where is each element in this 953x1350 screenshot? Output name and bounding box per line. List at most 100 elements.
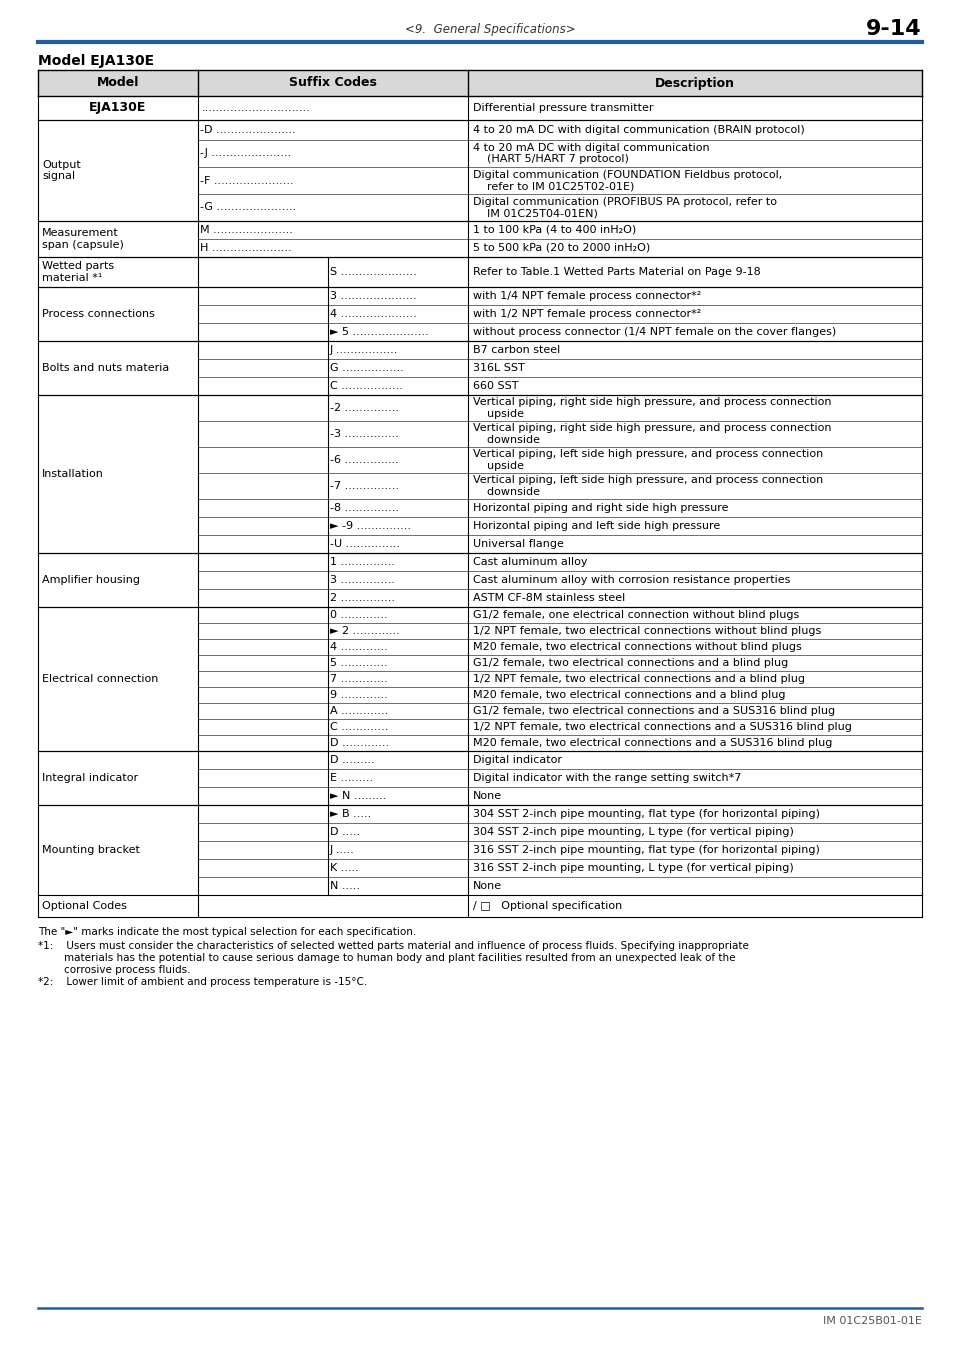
Text: Suffix Codes: Suffix Codes [289, 77, 376, 89]
Text: ► 2 .............: ► 2 ............. [330, 626, 399, 636]
Text: 5 .............: 5 ............. [330, 657, 387, 668]
Text: ..............................: .............................. [202, 103, 311, 113]
Text: 4 to 20 mA DC with digital communication (BRAIN protocol): 4 to 20 mA DC with digital communication… [473, 126, 804, 135]
Text: -6 ...............: -6 ............... [330, 455, 398, 464]
Text: 9-14: 9-14 [865, 19, 921, 39]
Text: 304 SST 2-inch pipe mounting, flat type (for horizontal piping): 304 SST 2-inch pipe mounting, flat type … [473, 809, 820, 819]
Text: G1/2 female, two electrical connections and a SUS316 blind plug: G1/2 female, two electrical connections … [473, 706, 834, 716]
Text: Vertical piping, left side high pressure, and process connection: Vertical piping, left side high pressure… [473, 475, 822, 485]
Text: K .....: K ..... [330, 863, 358, 873]
Text: None: None [473, 791, 501, 801]
Text: None: None [473, 882, 501, 891]
Text: with 1/4 NPT female process connector*²: with 1/4 NPT female process connector*² [473, 292, 700, 301]
Text: Description: Description [655, 77, 734, 89]
Text: -7 ...............: -7 ............... [330, 481, 398, 491]
Text: Installation: Installation [42, 468, 104, 479]
Text: -G ......................: -G ...................... [200, 202, 296, 212]
Text: upside: upside [473, 460, 523, 471]
Text: C .................: C ................. [330, 381, 402, 392]
Text: -U ...............: -U ............... [330, 539, 399, 549]
Text: S .....................: S ..................... [330, 267, 416, 277]
Text: Vertical piping, left side high pressure, and process connection: Vertical piping, left side high pressure… [473, 450, 822, 459]
Text: Amplifier housing: Amplifier housing [42, 575, 140, 585]
Text: corrosive process fluids.: corrosive process fluids. [38, 965, 191, 975]
Text: Refer to Table.1 Wetted Parts Material on Page 9-18: Refer to Table.1 Wetted Parts Material o… [473, 267, 760, 277]
Text: 316 SST 2-inch pipe mounting, L type (for vertical piping): 316 SST 2-inch pipe mounting, L type (fo… [473, 863, 793, 873]
Text: A .............: A ............. [330, 706, 388, 716]
Text: 1/2 NPT female, two electrical connections and a SUS316 blind plug: 1/2 NPT female, two electrical connectio… [473, 722, 851, 732]
Text: Cast aluminum alloy: Cast aluminum alloy [473, 558, 587, 567]
Text: Optional Codes: Optional Codes [42, 900, 127, 911]
Text: G1/2 female, one electrical connection without blind plugs: G1/2 female, one electrical connection w… [473, 610, 799, 620]
Text: 4 to 20 mA DC with digital communication: 4 to 20 mA DC with digital communication [473, 143, 709, 153]
Text: B7 carbon steel: B7 carbon steel [473, 346, 559, 355]
Text: Vertical piping, right side high pressure, and process connection: Vertical piping, right side high pressur… [473, 397, 831, 408]
Text: Digital indicator with the range setting switch*7: Digital indicator with the range setting… [473, 774, 740, 783]
Text: 1 to 100 kPa (4 to 400 inH₂O): 1 to 100 kPa (4 to 400 inH₂O) [473, 225, 636, 235]
Text: materials has the potential to cause serious damage to human body and plant faci: materials has the potential to cause ser… [38, 953, 735, 963]
Text: ► 5 .....................: ► 5 ..................... [330, 327, 428, 338]
Text: Output
signal: Output signal [42, 159, 81, 181]
Text: M20 female, two electrical connections and a SUS316 blind plug: M20 female, two electrical connections a… [473, 738, 832, 748]
Text: 1 ...............: 1 ............... [330, 558, 395, 567]
Text: D .........: D ......... [330, 755, 375, 765]
Text: The "►" marks indicate the most typical selection for each specification.: The "►" marks indicate the most typical … [38, 927, 416, 937]
Text: Integral indicator: Integral indicator [42, 774, 138, 783]
Text: *2:    Lower limit of ambient and process temperature is -15°C.: *2: Lower limit of ambient and process t… [38, 977, 367, 987]
Text: Measurement
span (capsule): Measurement span (capsule) [42, 228, 124, 250]
Text: (HART 5/HART 7 protocol): (HART 5/HART 7 protocol) [473, 154, 628, 165]
Text: 316L SST: 316L SST [473, 363, 524, 373]
Text: D .............: D ............. [330, 738, 389, 748]
Text: Model: Model [96, 77, 139, 89]
Bar [38, 70, 921, 96]
Text: G .................: G ................. [330, 363, 403, 373]
Text: 5 to 500 kPa (20 to 2000 inH₂O): 5 to 500 kPa (20 to 2000 inH₂O) [473, 243, 650, 252]
Text: Vertical piping, right side high pressure, and process connection: Vertical piping, right side high pressur… [473, 424, 831, 433]
Text: downside: downside [473, 435, 539, 444]
Text: 1/2 NPT female, two electrical connections and a blind plug: 1/2 NPT female, two electrical connectio… [473, 674, 804, 684]
Text: 1/2 NPT female, two electrical connections without blind plugs: 1/2 NPT female, two electrical connectio… [473, 626, 821, 636]
Text: downside: downside [473, 487, 539, 497]
Text: ► -9 ...............: ► -9 ............... [330, 521, 411, 531]
Text: 0 .............: 0 ............. [330, 610, 387, 620]
Text: Process connections: Process connections [42, 309, 154, 319]
Text: Universal flange: Universal flange [473, 539, 563, 549]
Text: Digital communication (PROFIBUS PA protocol, refer to: Digital communication (PROFIBUS PA proto… [473, 197, 776, 207]
Text: *1:    Users must consider the characteristics of selected wetted parts material: *1: Users must consider the characterist… [38, 941, 748, 950]
Text: G1/2 female, two electrical connections and a blind plug: G1/2 female, two electrical connections … [473, 657, 787, 668]
Text: IM 01C25B01-01E: IM 01C25B01-01E [822, 1316, 921, 1326]
Text: Bolts and nuts materia: Bolts and nuts materia [42, 363, 169, 373]
Text: / □   Optional specification: / □ Optional specification [473, 900, 621, 911]
Text: 304 SST 2-inch pipe mounting, L type (for vertical piping): 304 SST 2-inch pipe mounting, L type (fo… [473, 828, 793, 837]
Text: -2 ...............: -2 ............... [330, 404, 398, 413]
Text: Digital communication (FOUNDATION Fieldbus protocol,: Digital communication (FOUNDATION Fieldb… [473, 170, 781, 180]
Text: H ......................: H ...................... [200, 243, 292, 252]
Text: J .....: J ..... [330, 845, 355, 855]
Text: N .....: N ..... [330, 882, 359, 891]
Text: 7 .............: 7 ............. [330, 674, 387, 684]
Text: upside: upside [473, 409, 523, 418]
Text: 4 .............: 4 ............. [330, 643, 387, 652]
Text: 660 SST: 660 SST [473, 381, 518, 392]
Text: Mounting bracket: Mounting bracket [42, 845, 140, 855]
Text: <9.  General Specifications>: <9. General Specifications> [404, 23, 575, 35]
Text: E .........: E ......... [330, 774, 373, 783]
Text: Wetted parts
material *¹: Wetted parts material *¹ [42, 261, 114, 282]
Text: -D ......................: -D ...................... [200, 126, 295, 135]
Text: 3 .....................: 3 ..................... [330, 292, 416, 301]
Text: EJA130E: EJA130E [90, 101, 147, 115]
Text: Horizontal piping and right side high pressure: Horizontal piping and right side high pr… [473, 504, 728, 513]
Text: without process connector (1/4 NPT female on the cover flanges): without process connector (1/4 NPT femal… [473, 327, 836, 338]
Text: -F ......................: -F ...................... [200, 176, 294, 185]
Text: refer to IM 01C25T02-01E): refer to IM 01C25T02-01E) [473, 181, 634, 192]
Text: 4 .....................: 4 ..................... [330, 309, 416, 319]
Text: 316 SST 2-inch pipe mounting, flat type (for horizontal piping): 316 SST 2-inch pipe mounting, flat type … [473, 845, 819, 855]
Text: M20 female, two electrical connections without blind plugs: M20 female, two electrical connections w… [473, 643, 801, 652]
Text: -8 ...............: -8 ............... [330, 504, 398, 513]
Text: Digital indicator: Digital indicator [473, 755, 561, 765]
Text: 2 ...............: 2 ............... [330, 593, 395, 603]
Text: ► B .....: ► B ..... [330, 809, 371, 819]
Text: 9 .............: 9 ............. [330, 690, 387, 701]
Text: -3 ...............: -3 ............... [330, 429, 398, 439]
Text: Model EJA130E: Model EJA130E [38, 54, 154, 68]
